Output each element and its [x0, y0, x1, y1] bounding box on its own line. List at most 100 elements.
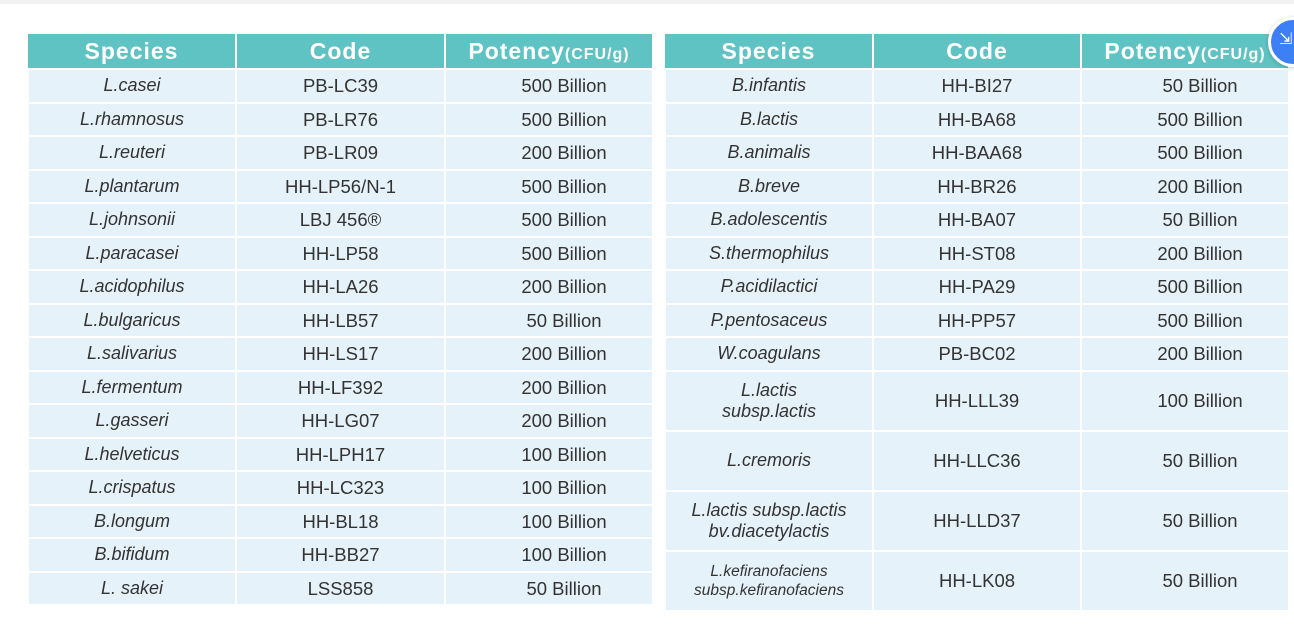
code-cell: PB-LC39: [235, 68, 446, 104]
species-cell: L.kefiranofaciens subsp.kefiranofaciens: [664, 549, 874, 612]
header-code: Code: [873, 34, 1082, 69]
potency-cell: 50 Billion: [444, 302, 654, 338]
potency-cell: 500 Billion: [1080, 101, 1290, 137]
potency-cell: 500 Billion: [444, 68, 654, 104]
table-row: P.acidilactici HH-PA29 500 Billion: [664, 269, 1290, 305]
potency-cell: 200 Billion: [1080, 336, 1290, 372]
potency-cell: 200 Billion: [444, 269, 654, 305]
species-cell: B.bifidum: [27, 537, 237, 573]
table-row: L.acidophilus HH-LA26 200 Billion: [27, 269, 654, 305]
code-cell: HH-LS17: [235, 336, 446, 372]
species-cell: L.fermentum: [27, 369, 237, 405]
species-cell: P.pentosaceus: [664, 302, 874, 338]
potency-cell: 100 Billion: [444, 537, 654, 573]
code-cell: HH-BB27: [235, 537, 446, 573]
code-cell: HH-LLL39: [872, 369, 1082, 432]
code-cell: HH-PA29: [872, 269, 1082, 305]
header-potency: Potency(CFU/g): [445, 34, 654, 69]
header-species: Species: [28, 34, 237, 69]
potency-cell: 500 Billion: [444, 235, 654, 271]
code-cell: HH-BA68: [872, 101, 1082, 137]
header-code: Code: [236, 34, 446, 69]
code-cell: HH-LB57: [235, 302, 446, 338]
code-cell: HH-LP58: [235, 235, 446, 271]
table-row: W.coagulans PB-BC02 200 Billion: [664, 336, 1290, 372]
code-cell: HH-BI27: [872, 68, 1082, 104]
table-row: L.kefiranofaciens subsp.kefiranofaciens H…: [664, 549, 1290, 612]
species-cell: B.longum: [27, 503, 237, 539]
table-row: L. sakei LSS858 50 Billion: [27, 570, 654, 606]
code-cell: HH-LA26: [235, 269, 446, 305]
code-cell: HH-PP57: [872, 302, 1082, 338]
code-cell: HH-BAA68: [872, 135, 1082, 171]
potency-cell: 200 Billion: [444, 336, 654, 372]
potency-cell: 100 Billion: [444, 436, 654, 472]
species-cell: W.coagulans: [664, 336, 874, 372]
strain-table-left: Species Code Potency(CFU/g) L.casei PB-LC…: [27, 34, 654, 606]
table-row: B.infantis HH-BI27 50 Billion: [664, 68, 1290, 104]
potency-cell: 50 Billion: [444, 570, 654, 606]
table-row: S.thermophilus HH-ST08 200 Billion: [664, 235, 1290, 271]
species-cell: P.acidilactici: [664, 269, 874, 305]
species-cell: B.adolescentis: [664, 202, 874, 238]
potency-cell: 50 Billion: [1080, 549, 1290, 612]
code-cell: HH-LP56/N-1: [235, 168, 446, 204]
potency-cell: 50 Billion: [1080, 489, 1290, 552]
species-cell: B.infantis: [664, 68, 874, 104]
potency-cell: 50 Billion: [1080, 429, 1290, 492]
species-cell: L.crispatus: [27, 470, 237, 506]
potency-unit: (CFU/g): [564, 45, 630, 63]
species-cell: L.casei: [27, 68, 237, 104]
strain-table-right: Species Code Potency(CFU/g) B.infantis HH…: [664, 34, 1290, 612]
table-row: B.longum HH-BL18 100 Billion: [27, 503, 654, 539]
header-species: Species: [665, 34, 874, 69]
species-cell: L.gasseri: [27, 403, 237, 439]
potency-cell: 500 Billion: [444, 168, 654, 204]
code-cell: LBJ 456®: [235, 202, 446, 238]
table-row: L.reuteri PB-LR09 200 Billion: [27, 135, 654, 171]
code-cell: LSS858: [235, 570, 446, 606]
species-cell: L.acidophilus: [27, 269, 237, 305]
code-cell: PB-BC02: [872, 336, 1082, 372]
table-row: L.lactis subsp.lactis bv.diacetylactis HH…: [664, 489, 1290, 552]
table-row: L.johnsonii LBJ 456® 500 Billion: [27, 202, 654, 238]
potency-label: Potency: [1104, 37, 1201, 64]
potency-cell: 200 Billion: [1080, 235, 1290, 271]
potency-cell: 200 Billion: [444, 135, 654, 171]
table-row: B.animalis HH-BAA68 500 Billion: [664, 135, 1290, 171]
potency-cell: 500 Billion: [444, 202, 654, 238]
code-cell: HH-BA07: [872, 202, 1082, 238]
potency-cell: 100 Billion: [444, 470, 654, 506]
table-row: B.lactis HH-BA68 500 Billion: [664, 101, 1290, 137]
potency-unit: (CFU/g): [1200, 45, 1266, 63]
table-row: L.cremoris HH-LLC36 50 Billion: [664, 429, 1290, 492]
code-cell: HH-LG07: [235, 403, 446, 439]
species-cell: L.plantarum: [27, 168, 237, 204]
table-row: L.fermentum HH-LF392 200 Billion: [27, 369, 654, 405]
potency-cell: 100 Billion: [1080, 369, 1290, 432]
species-cell: B.breve: [664, 168, 874, 204]
potency-cell: 50 Billion: [1080, 68, 1290, 104]
table-row: P.pentosaceus HH-PP57 500 Billion: [664, 302, 1290, 338]
species-cell: L.salivarius: [27, 336, 237, 372]
table-row: L.rhamnosus PB-LR76 500 Billion: [27, 101, 654, 137]
species-cell: B.lactis: [664, 101, 874, 137]
species-cell: L.bulgaricus: [27, 302, 237, 338]
species-cell: L.lactis subsp.lactis: [664, 369, 874, 432]
species-cell: L.cremoris: [664, 429, 874, 492]
code-cell: HH-LPH17: [235, 436, 446, 472]
species-cell: L.paracasei: [27, 235, 237, 271]
species-cell: L.rhamnosus: [27, 101, 237, 137]
potency-cell: 500 Billion: [1080, 269, 1290, 305]
potency-cell: 500 Billion: [1080, 302, 1290, 338]
header-potency: Potency(CFU/g): [1081, 34, 1290, 69]
table-row: L.crispatus HH-LC323 100 Billion: [27, 470, 654, 506]
table-row: B.breve HH-BR26 200 Billion: [664, 168, 1290, 204]
species-cell: B.animalis: [664, 135, 874, 171]
table-row: L.bulgaricus HH-LB57 50 Billion: [27, 302, 654, 338]
table-row: L.casei PB-LC39 500 Billion: [27, 68, 654, 104]
table-row: B.bifidum HH-BB27 100 Billion: [27, 537, 654, 573]
table-row: L.helveticus HH-LPH17 100 Billion: [27, 436, 654, 472]
code-cell: HH-LF392: [235, 369, 446, 405]
table-row: B.adolescentis HH-BA07 50 Billion: [664, 202, 1290, 238]
